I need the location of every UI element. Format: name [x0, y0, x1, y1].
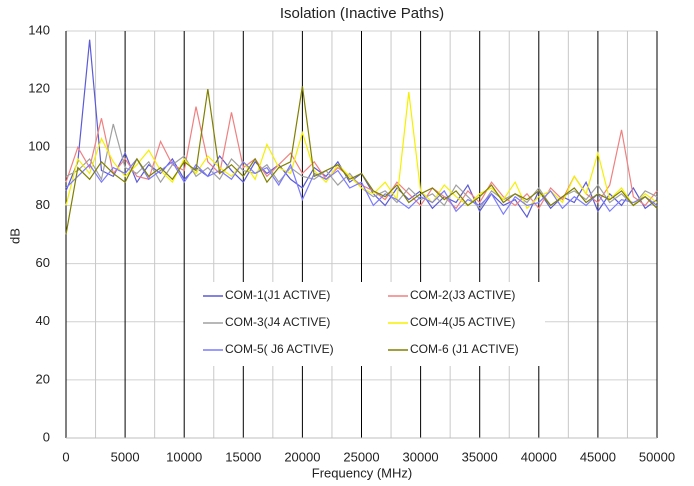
- x-tick-label: 0: [62, 449, 69, 464]
- legend-box: [185, 282, 545, 366]
- y-axis-label: dB: [7, 228, 22, 244]
- x-tick-label: 5000: [111, 449, 140, 464]
- legend-label: COM-3(J4 ACTIVE): [225, 315, 330, 329]
- y-tick-label: 20: [36, 371, 50, 386]
- x-tick-label: 50000: [639, 449, 675, 464]
- x-axis-label: Frequency (MHz): [312, 465, 412, 480]
- x-tick-label: 30000: [403, 449, 439, 464]
- y-tick-label: 40: [36, 313, 50, 328]
- y-tick-label: 60: [36, 255, 50, 270]
- legend: COM-1(J1 ACTIVE) COM-2(J3 ACTIVE) COM-3(J4…: [185, 282, 545, 366]
- chart-title: Isolation (Inactive Paths): [280, 5, 444, 22]
- y-tick-label: 80: [36, 197, 50, 212]
- series-line: [65, 106, 658, 210]
- x-tick-label: 40000: [521, 449, 557, 464]
- x-tick-label: 45000: [580, 449, 616, 464]
- x-tick-label: 15000: [225, 449, 261, 464]
- x-tick-label: 35000: [462, 449, 498, 464]
- x-tick-label: 25000: [343, 449, 379, 464]
- x-tick-label: 10000: [166, 449, 202, 464]
- legend-label: COM-2(J3 ACTIVE): [410, 288, 515, 302]
- y-tick-label: 0: [43, 429, 50, 444]
- series-line: [65, 86, 658, 235]
- x-tick-label: 20000: [284, 449, 320, 464]
- y-tick-label: 120: [28, 81, 50, 96]
- legend-label: COM-1(J1 ACTIVE): [225, 288, 330, 302]
- legend-label: COM-4(J5 ACTIVE): [410, 315, 515, 329]
- legend-label: COM-6 (J1 ACTIVE): [410, 342, 519, 356]
- series-line: [65, 91, 658, 210]
- y-tick-label: 140: [28, 22, 50, 37]
- series-line: [65, 157, 658, 216]
- y-tick-label: 100: [28, 139, 50, 154]
- legend-label: COM-5( J6 ACTIVE): [225, 342, 334, 356]
